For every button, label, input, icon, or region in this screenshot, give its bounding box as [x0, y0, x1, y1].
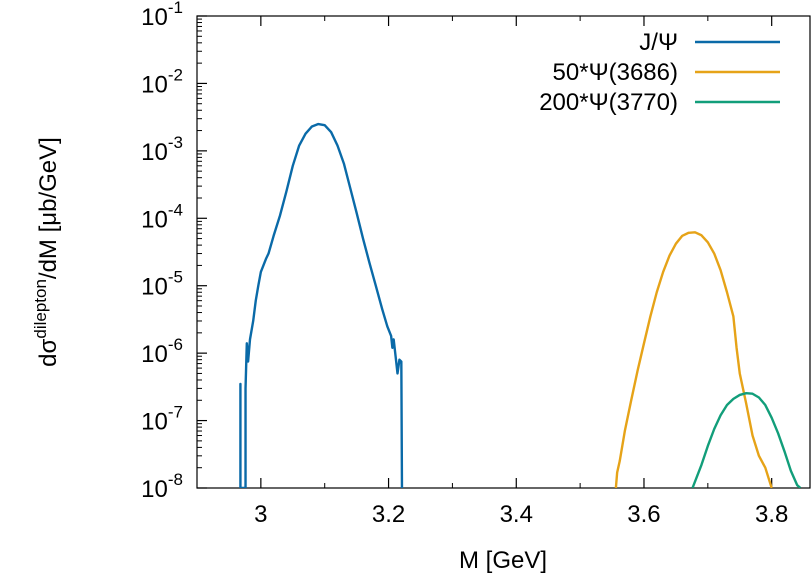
y-tick-label-exponent: -4: [168, 200, 183, 219]
y-tick-label-exponent: -1: [168, 0, 183, 17]
y-tick-label-exponent: -5: [168, 268, 183, 287]
legend: J/Ψ 50*Ψ(3686) 200*Ψ(3770): [539, 29, 780, 116]
y-tick-label: 10-7: [141, 403, 183, 436]
y-tick-label: 10-3: [141, 133, 183, 166]
y-axis-label-prefix: dσ: [35, 338, 62, 366]
series-line-0: [239, 122, 404, 488]
y-tick-label-base: 10: [141, 476, 168, 503]
plot-frame: [196, 15, 811, 489]
x-tick-label: 3.4: [500, 501, 533, 528]
y-tick-label-exponent: -2: [168, 65, 183, 84]
y-tick-label-base: 10: [141, 274, 168, 301]
series-line-2: [691, 391, 802, 488]
x-axis-label: M [GeV]: [459, 547, 547, 574]
x-axis-ticks: 3 3.2 3.4 3.6 3.8: [196, 16, 788, 528]
x-tick-label: 3.2: [372, 501, 405, 528]
y-tick-label-base: 10: [141, 409, 168, 436]
y-tick-label-exponent: -6: [168, 335, 183, 354]
y-axis-label: dσdilepton/dM [μb/GeV]: [31, 137, 62, 367]
legend-label: 50*Ψ(3686): [553, 59, 678, 86]
y-tick-label-base: 10: [141, 4, 168, 31]
y-tick-label: 10-6: [141, 335, 183, 368]
y-tick-label-exponent: -3: [168, 133, 183, 152]
series-layer: [239, 122, 802, 488]
y-tick-label-base: 10: [141, 139, 168, 166]
y-tick-label-base: 10: [141, 341, 168, 368]
x-tick-label: 3.8: [755, 501, 788, 528]
legend-label: 200*Ψ(3770): [539, 89, 678, 116]
y-axis-label-suffix: /dM [μb/GeV]: [35, 137, 62, 279]
x-tick-label: 3: [254, 501, 267, 528]
y-axis-label-superscript: dilepton: [31, 279, 50, 339]
y-tick-label-base: 10: [141, 206, 168, 233]
y-tick-label: 10-5: [141, 268, 183, 301]
y-axis-ticks: 10-810-710-610-510-410-310-210-1: [141, 0, 207, 503]
y-tick-label-base: 10: [141, 71, 168, 98]
y-tick-label: 10-4: [141, 200, 183, 233]
legend-label: J/Ψ: [639, 29, 678, 56]
x-tick-label: 3.6: [627, 501, 660, 528]
y-tick-label-exponent: -7: [168, 403, 183, 422]
y-tick-label: 10-8: [141, 470, 183, 503]
y-tick-label: 10-2: [141, 65, 183, 98]
y-tick-label: 10-1: [141, 0, 183, 31]
y-tick-label-exponent: -8: [168, 470, 183, 489]
series-line-1: [614, 231, 773, 488]
